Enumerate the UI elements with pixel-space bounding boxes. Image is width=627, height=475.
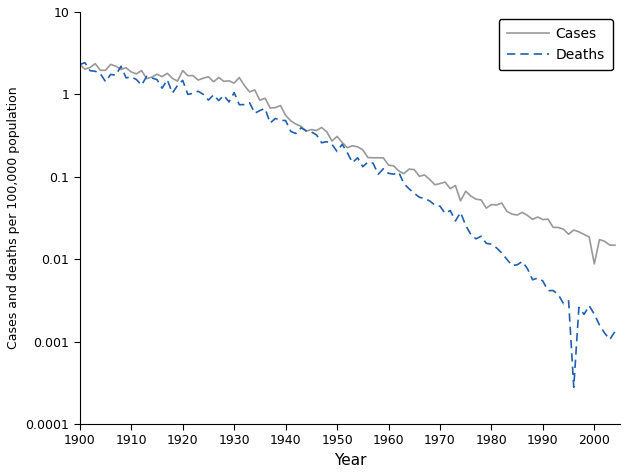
Cases — [76, 62, 83, 67]
Cases — [611, 242, 619, 248]
Line: Deaths: Deaths — [80, 63, 615, 387]
Deaths — [87, 68, 94, 74]
Deaths — [153, 77, 161, 83]
Cases — [313, 128, 320, 133]
Deaths — [467, 232, 475, 238]
Legend: Cases, Deaths: Cases, Deaths — [498, 19, 613, 70]
Deaths — [313, 132, 320, 138]
Cases — [92, 61, 99, 67]
Deaths — [611, 329, 619, 334]
Cases — [153, 71, 161, 77]
Deaths — [570, 384, 577, 390]
X-axis label: Year: Year — [334, 453, 366, 468]
Cases — [287, 118, 295, 124]
Cases — [472, 196, 480, 202]
Cases — [467, 193, 475, 199]
Deaths — [472, 236, 480, 242]
Deaths — [287, 129, 295, 134]
Y-axis label: Cases and deaths per 100,000 population: Cases and deaths per 100,000 population — [7, 87, 20, 349]
Line: Cases: Cases — [80, 64, 615, 264]
Cases — [591, 261, 598, 267]
Deaths — [76, 62, 83, 67]
Cases — [81, 66, 88, 72]
Deaths — [81, 60, 88, 66]
